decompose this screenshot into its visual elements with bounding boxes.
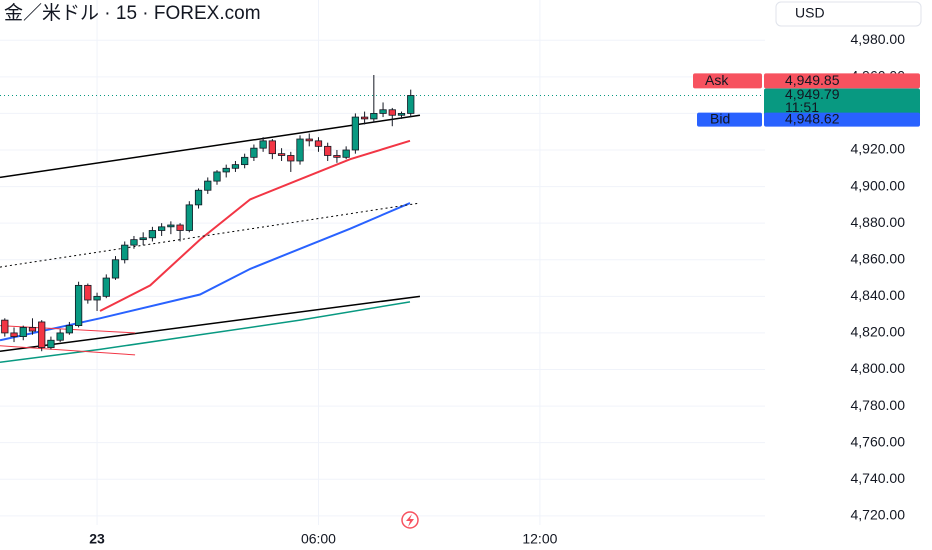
candle-body [19, 327, 27, 337]
axes: 4,720.00 4,740.00 4,760.00 4,780.00 4,800.00… [89, 31, 905, 547]
candle-body [287, 155, 295, 162]
candle-body [222, 167, 230, 173]
candle-body [194, 189, 203, 206]
candle-body [10, 332, 18, 337]
overlay-line [0, 202, 421, 268]
candle-body [407, 95, 415, 114]
candle-body [139, 237, 147, 241]
y-tick-label: 4,740.00 [851, 470, 906, 486]
candle-body [158, 226, 166, 231]
candle-body [84, 284, 92, 301]
candle-body [333, 155, 341, 158]
y-tick-label: 4,760.00 [851, 433, 906, 449]
candle-body [47, 339, 55, 348]
candle-body [259, 140, 267, 149]
candle-body [121, 244, 129, 261]
replay-icon[interactable] [401, 511, 419, 529]
candles [1, 75, 415, 352]
candle-body [277, 153, 286, 156]
candle-body [204, 180, 212, 191]
ask-tag [693, 73, 762, 89]
candle-body [324, 145, 332, 156]
bid-tag [697, 112, 762, 127]
candle-body [93, 295, 101, 301]
bid-value: 4,948.62 [785, 110, 840, 126]
last-box [764, 88, 920, 116]
candle-body [130, 239, 138, 246]
y-tick-label: 4,860.00 [851, 250, 906, 266]
candle-body [213, 171, 221, 182]
x-tick-label: 12:00 [522, 531, 557, 547]
currency-button[interactable] [775, 1, 922, 27]
icon-bolt [406, 514, 414, 527]
overlay-line [99, 139, 411, 312]
candle-body [102, 277, 110, 297]
candle-body [231, 164, 240, 169]
y-tick-label: 4,900.00 [851, 177, 906, 193]
y-tick-label: 4,980.00 [851, 31, 906, 47]
chart-title: 金／米ドル · 15 · FOREX.com [4, 2, 261, 24]
currency-label[interactable]: USD [795, 5, 825, 21]
candle-body [65, 325, 74, 334]
candle-body [342, 149, 350, 158]
last-value: 4,949.79 [785, 86, 840, 102]
candle-body [185, 204, 193, 231]
candle-body [148, 230, 157, 239]
candle-body [250, 147, 258, 158]
candle-body [38, 321, 46, 348]
bid-box [764, 112, 920, 127]
candle-body [241, 156, 249, 166]
candle-body [176, 224, 184, 231]
overlay-line [0, 345, 136, 356]
x-tick-label: 06:00 [301, 531, 336, 547]
ask-label: Ask [705, 72, 729, 88]
ask-box [764, 73, 920, 89]
candle-body [74, 284, 83, 327]
candle-body [351, 116, 360, 151]
candle-body [360, 116, 369, 120]
overlay-line [0, 295, 421, 352]
overlay-line [0, 301, 411, 363]
countdown: 11:51 [785, 99, 819, 115]
candle-body [28, 327, 37, 332]
y-tick-label: 4,920.00 [851, 141, 906, 157]
candle-body [1, 319, 9, 334]
y-tick-label: 4,780.00 [851, 397, 906, 413]
candle-body [111, 259, 120, 279]
x-tick-label: 23 [89, 531, 105, 547]
candle-body [296, 138, 304, 162]
candle-body [370, 113, 378, 120]
y-tick-label: 4,880.00 [851, 214, 906, 230]
overlay-line [0, 114, 421, 179]
candle-body [397, 113, 406, 116]
candle-body [305, 138, 313, 142]
candle-body [314, 140, 323, 147]
y-tick-label: 4,820.00 [851, 324, 906, 340]
y-tick-label: 4,720.00 [851, 507, 906, 523]
bid-label: Bid [710, 110, 730, 126]
candle-body [268, 140, 276, 155]
overlays [0, 95, 765, 363]
candle-body [56, 332, 64, 341]
y-tick-label: 4,800.00 [851, 360, 906, 376]
candle-body [388, 109, 396, 116]
candle-body [379, 109, 387, 114]
overlay-line [0, 202, 411, 342]
ask-value: 4,949.85 [785, 72, 840, 88]
candle-body [167, 224, 175, 228]
y-tick-label: 4,840.00 [851, 287, 906, 303]
